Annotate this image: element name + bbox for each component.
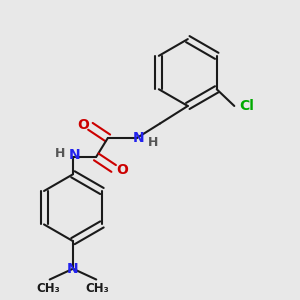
Text: O: O [116, 163, 128, 177]
Text: H: H [148, 136, 158, 149]
Text: CH₃: CH₃ [86, 282, 110, 295]
Text: N: N [69, 148, 80, 162]
Text: N: N [133, 131, 144, 145]
Text: N: N [67, 262, 79, 276]
Text: H: H [55, 147, 65, 161]
Text: Cl: Cl [239, 99, 254, 113]
Text: CH₃: CH₃ [36, 282, 60, 295]
Text: O: O [77, 118, 89, 132]
